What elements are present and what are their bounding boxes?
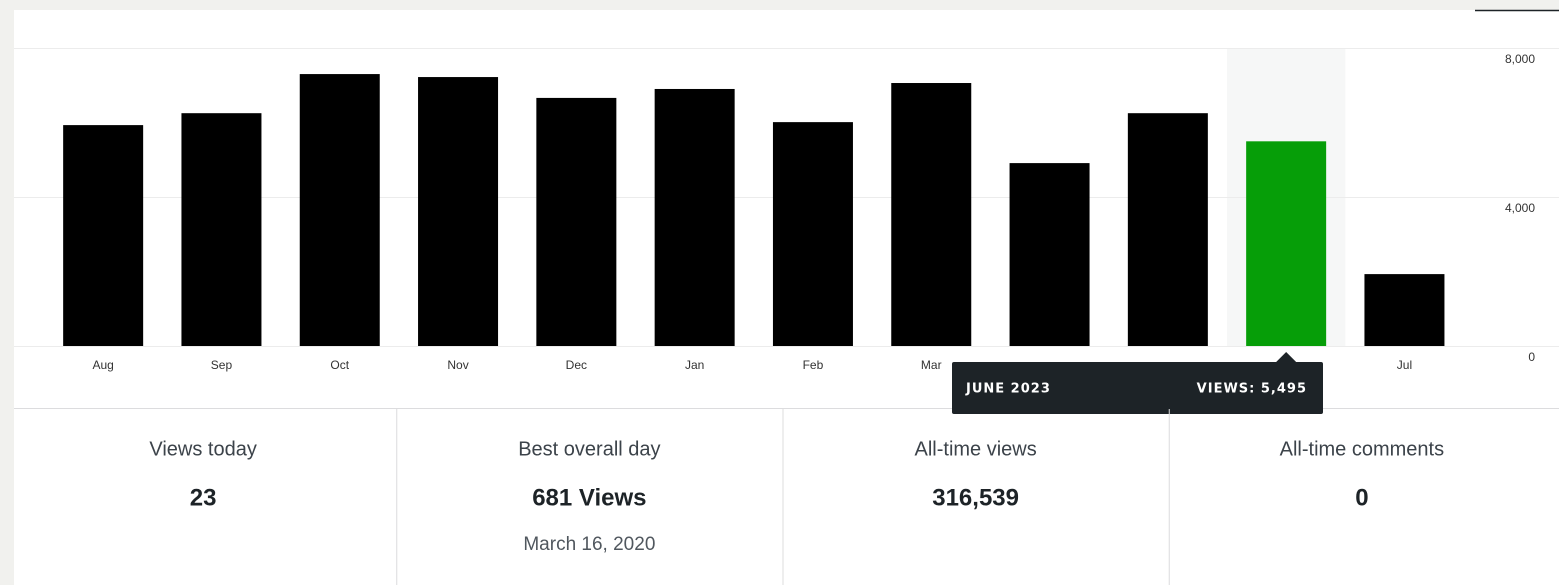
bar[interactable] (63, 125, 144, 346)
stat-value: 681 Views (532, 484, 646, 511)
stat-label: All-time comments (1280, 438, 1444, 460)
x-tick-label: Feb (803, 358, 824, 372)
bar[interactable] (536, 97, 617, 346)
bar[interactable] (654, 88, 735, 346)
stat-value: 316,539 (932, 484, 1019, 511)
bar[interactable] (1364, 274, 1445, 346)
x-tick-label: Jul (1397, 358, 1412, 372)
y-tick-label: 0 (1528, 350, 1535, 364)
chart: 0 4,000 8,000 Aug Sep Oct Nov Dec Jan Feb Mar Jul JU… (14, 48, 1559, 414)
stat-value: 23 (190, 484, 217, 511)
tooltip-arrow (1276, 352, 1297, 362)
stat-value: 0 (1355, 484, 1368, 511)
bar[interactable] (772, 122, 853, 346)
y-tick-label: 8,000 (1505, 52, 1535, 66)
stat-label: Views today (149, 438, 256, 460)
x-tick-label: Mar (921, 358, 942, 372)
stat-label: All-time views (915, 438, 1037, 460)
bar[interactable] (1246, 141, 1327, 346)
y-tick-label: 4,000 (1505, 201, 1535, 215)
tooltip (952, 362, 1323, 414)
bar[interactable] (1127, 113, 1208, 346)
stats-row: Views today 23 Best overall day 681 Views Ma… (149, 409, 1444, 585)
tooltip-title: JUNE 2023 (965, 382, 1051, 397)
bar[interactable] (181, 113, 262, 346)
x-tick-label: Aug (92, 358, 113, 372)
bar[interactable] (299, 74, 380, 346)
x-tick-label: Oct (330, 358, 349, 372)
stat-label: Best overall day (518, 438, 660, 460)
stat-sub: March 16, 2020 (523, 534, 655, 555)
x-tick-label: Sep (211, 358, 233, 372)
x-tick-label: Jan (685, 358, 704, 372)
bar[interactable] (418, 77, 499, 347)
x-tick-label: Dec (566, 358, 587, 372)
bar[interactable] (891, 83, 972, 346)
bar[interactable] (1009, 163, 1090, 346)
tooltip-text: VIEWS: 5,495 (1197, 382, 1307, 397)
x-tick-label: Nov (447, 358, 468, 372)
